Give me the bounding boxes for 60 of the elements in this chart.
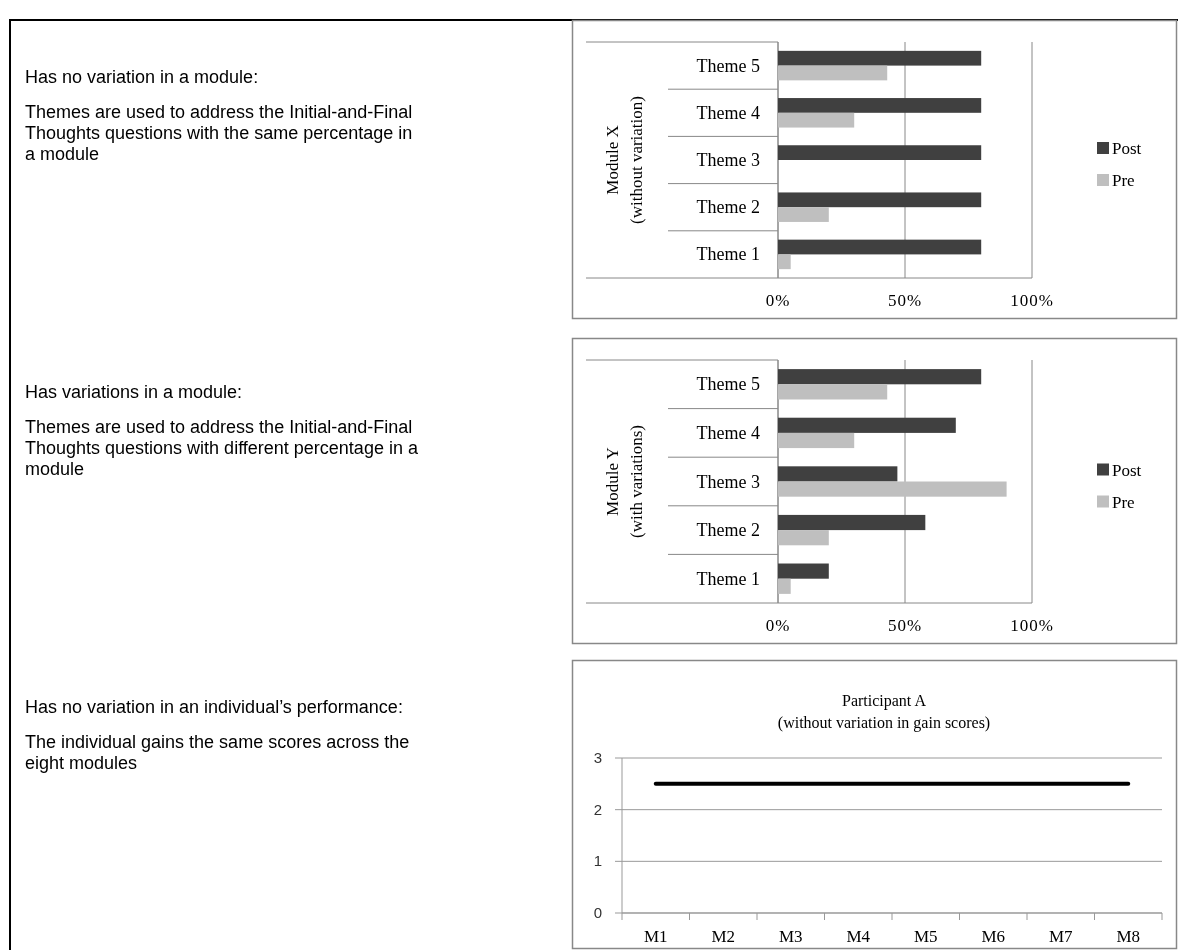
text: Themes are used to address the Initial-and-Final Thoughts questions with the same percentage in a module — [25, 102, 413, 164]
y-tick-label: Theme 2 — [696, 520, 760, 541]
y-tick-label: Theme 5 — [696, 374, 760, 395]
bar — [778, 192, 982, 208]
x-tick-label: M3 — [778, 927, 803, 946]
x-tick-label: 100% — [1010, 291, 1054, 310]
y-tick-label: 0 — [593, 904, 603, 921]
legend-label: Pre — [1112, 171, 1135, 190]
x-tick-label: 0% — [765, 616, 791, 635]
bar — [778, 481, 1007, 497]
x-tick-label: M1 — [643, 927, 668, 946]
y-axis-title: Module X (without variation) — [603, 96, 646, 224]
y-tick-label: Theme 3 — [696, 471, 760, 492]
y-tick-label: Theme 5 — [696, 55, 760, 76]
y-tick-label: 2 — [593, 800, 603, 818]
x-tick-label: M6 — [981, 927, 1006, 946]
bar — [778, 578, 791, 594]
bar — [778, 563, 829, 579]
bar — [778, 98, 982, 113]
bar — [778, 369, 982, 385]
bar — [778, 466, 898, 482]
text: The individual gains the same scores across the eight modules — [25, 732, 410, 773]
x-tick-label: 0% — [765, 291, 791, 310]
legend-label: Post — [1112, 139, 1142, 158]
y-tick-label: Theme 2 — [696, 197, 760, 218]
y-tick-label: 1 — [593, 852, 603, 870]
bar — [778, 50, 982, 66]
bar — [778, 514, 926, 531]
bar — [778, 65, 888, 81]
text: Themes are used to address the Initial-and-Final Thoughts questions with different percentage in a module — [25, 417, 419, 479]
y-tick-label: Theme 4 — [696, 422, 760, 443]
y-tick-label: Theme 3 — [696, 150, 760, 170]
text: Has no variation in an individual’s performance: — [25, 697, 403, 717]
x-tick-label: M8 — [1116, 927, 1141, 946]
legend-label: Post — [1112, 460, 1142, 480]
y-tick-label: 3 — [593, 749, 603, 766]
y-axis-title: Module Y (with variations) — [603, 425, 646, 538]
y-tick-label: Theme 1 — [696, 568, 760, 589]
text: Has no variation in a module: — [25, 67, 259, 87]
x-tick-label: M7 — [1048, 927, 1074, 946]
bar — [778, 417, 956, 433]
bar — [778, 207, 829, 222]
x-tick-label: M5 — [913, 927, 938, 946]
legend-label: Pre — [1112, 492, 1135, 512]
bar — [778, 239, 982, 255]
y-tick-label: Theme 4 — [696, 102, 760, 123]
y-tick-label: Theme 1 — [696, 244, 760, 265]
bar — [778, 530, 829, 546]
x-tick-label: 50% — [887, 616, 923, 635]
x-tick-label: 100% — [1010, 616, 1054, 635]
bar — [778, 384, 888, 400]
bar — [778, 145, 982, 160]
x-tick-label: 50% — [887, 291, 923, 310]
bar — [778, 112, 855, 128]
bar — [778, 432, 855, 449]
bar — [778, 254, 791, 270]
text: Has variations in a module: — [25, 382, 243, 402]
chart-title: Participant A (without variation in gain scores) — [777, 692, 991, 732]
x-tick-label: M4 — [846, 927, 871, 946]
x-tick-label: M2 — [711, 927, 736, 946]
